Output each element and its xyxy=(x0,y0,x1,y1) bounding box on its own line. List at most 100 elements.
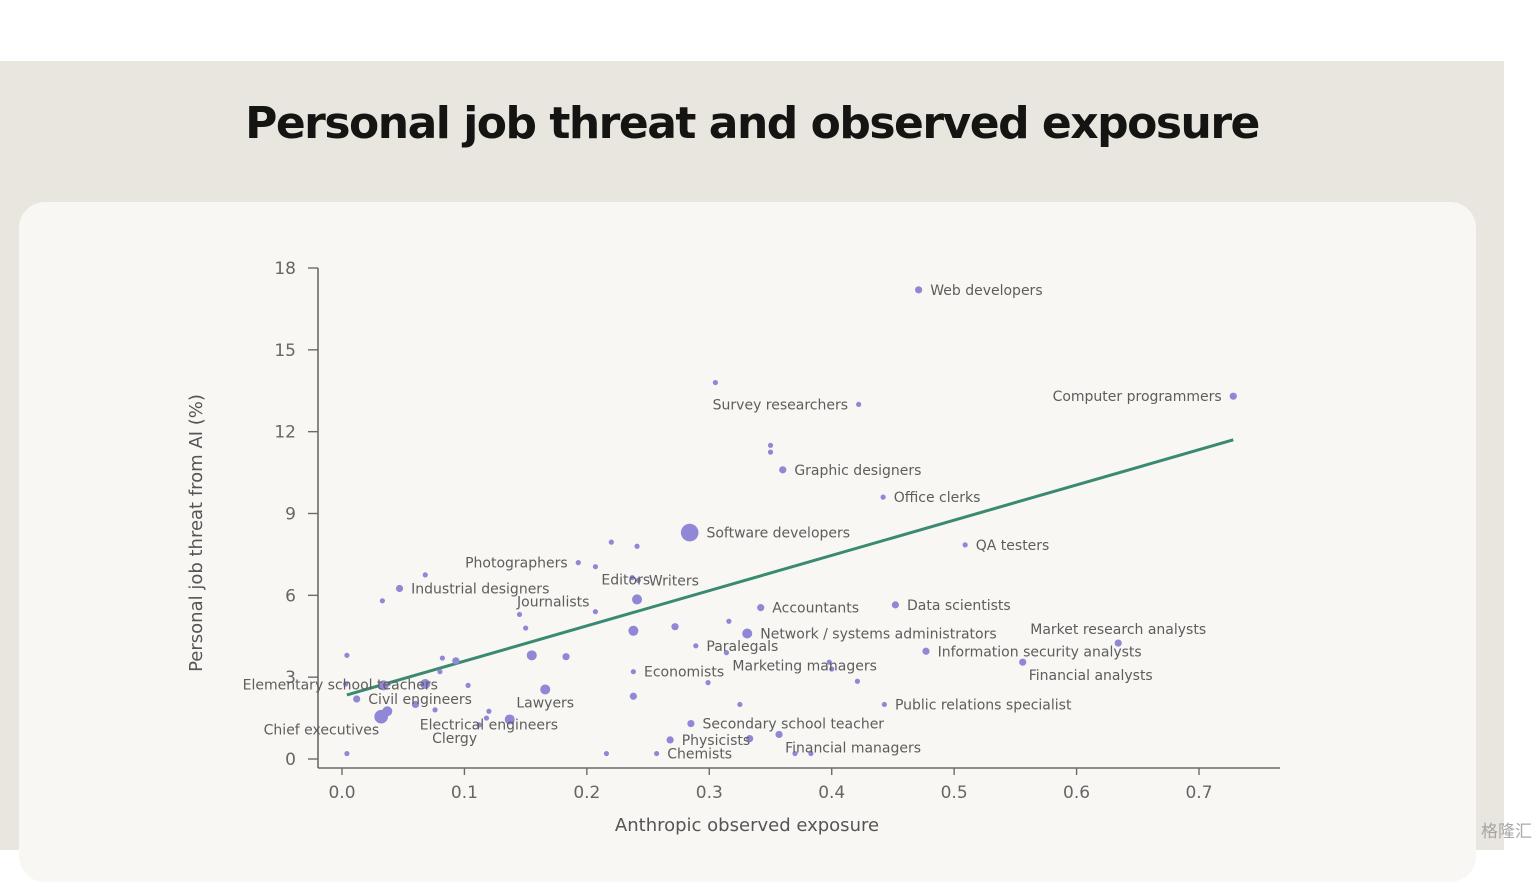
data-point xyxy=(1229,392,1237,400)
data-point xyxy=(504,714,515,725)
y-axis-label: Personal job threat from AI (%) xyxy=(186,394,207,672)
data-point xyxy=(881,701,887,708)
data-point xyxy=(486,708,492,714)
data-point xyxy=(880,494,886,500)
data-point xyxy=(353,695,361,703)
data-point xyxy=(630,669,636,675)
data-point xyxy=(922,647,930,655)
point-label: Information security analysts xyxy=(938,644,1142,660)
data-point xyxy=(562,653,570,661)
data-points xyxy=(343,286,1237,757)
data-point xyxy=(476,722,482,728)
data-point xyxy=(592,609,599,615)
y-tick-label: 6 xyxy=(285,586,296,606)
data-point xyxy=(915,286,923,294)
x-tick-label: 0.7 xyxy=(1185,783,1212,803)
x-tick-label: 0.2 xyxy=(573,783,600,803)
data-point xyxy=(1019,658,1027,666)
data-point xyxy=(635,577,641,583)
data-point xyxy=(891,601,899,609)
data-point xyxy=(523,625,529,631)
point-label: Civil engineers xyxy=(368,692,472,708)
x-tick-label: 0.4 xyxy=(818,783,845,803)
data-point xyxy=(432,707,438,713)
point-labels: Web developers Computer programmers Survey… xyxy=(243,283,1222,763)
data-point xyxy=(379,598,386,604)
point-label: Financial managers xyxy=(785,740,921,756)
point-label: Elementary school teachers xyxy=(243,678,438,694)
point-label: Chief executives xyxy=(264,723,380,739)
data-point xyxy=(962,542,968,548)
x-tick-label: 0.3 xyxy=(696,783,723,803)
data-point xyxy=(378,680,389,691)
data-point xyxy=(757,604,765,612)
data-point xyxy=(603,750,610,757)
data-point xyxy=(374,709,388,724)
point-label: Web developers xyxy=(930,283,1042,299)
trend-line xyxy=(346,438,1234,697)
point-label: QA testers xyxy=(976,538,1050,554)
data-point xyxy=(693,643,699,649)
point-label: Software developers xyxy=(706,526,850,542)
y-tick-label: 9 xyxy=(285,505,296,525)
x-tick-label: 0.5 xyxy=(941,783,968,803)
data-point xyxy=(575,560,581,566)
point-label: Data scientists xyxy=(907,598,1011,614)
data-point xyxy=(608,539,614,545)
data-point xyxy=(792,750,798,757)
point-label: Accountants xyxy=(772,601,859,617)
watermark-logo: 格隆汇 xyxy=(1481,822,1532,842)
point-label: Journalists xyxy=(516,595,589,611)
data-point xyxy=(395,584,404,593)
data-point xyxy=(344,750,350,757)
data-point xyxy=(712,379,719,386)
point-label: Graphic designers xyxy=(794,463,921,479)
data-point xyxy=(439,655,445,661)
point-label: Photographers xyxy=(465,556,568,572)
data-point xyxy=(775,730,783,739)
data-point xyxy=(856,401,862,407)
point-label: Paralegals xyxy=(706,639,778,655)
point-label: Electrical engineers xyxy=(420,717,558,733)
data-point xyxy=(779,466,787,474)
data-point xyxy=(592,564,599,570)
point-label: Computer programmers xyxy=(1053,389,1222,405)
data-point xyxy=(808,750,814,757)
data-point xyxy=(746,734,754,743)
data-point xyxy=(452,657,460,665)
x-axis-label: Anthropic observed exposure xyxy=(615,815,879,836)
point-label: Office clerks xyxy=(894,490,981,506)
data-point xyxy=(420,678,431,689)
data-point xyxy=(343,681,349,687)
y-tick-label: 0 xyxy=(285,750,296,770)
y-tick-label: 18 xyxy=(274,259,296,279)
data-point xyxy=(687,719,695,728)
y-ticks: 0 3 6 9 12 15 18 xyxy=(274,259,318,770)
data-point xyxy=(680,523,699,542)
data-point xyxy=(540,684,551,695)
data-point xyxy=(854,678,861,684)
point-label: Financial analysts xyxy=(1029,668,1153,684)
x-tick-label: 0.1 xyxy=(451,783,478,803)
y-tick-label: 15 xyxy=(274,341,296,361)
y-tick-label: 3 xyxy=(285,668,296,688)
point-label: Clergy xyxy=(432,731,477,747)
data-point xyxy=(723,650,730,656)
data-point xyxy=(632,594,643,605)
point-label: Marketing managers xyxy=(732,659,876,675)
data-point xyxy=(422,572,428,578)
data-point xyxy=(629,575,635,581)
point-label: Industrial designers xyxy=(411,582,549,598)
data-point xyxy=(411,700,420,709)
point-label: Economists xyxy=(644,665,724,681)
data-point xyxy=(737,701,743,708)
page-title: Personal job threat and observed exposur… xyxy=(245,98,1260,149)
data-point xyxy=(634,543,640,549)
data-point xyxy=(671,623,679,631)
point-label: Network / systems administrators xyxy=(760,627,996,643)
y-tick-label: 12 xyxy=(274,423,296,443)
point-label: Market research analysts xyxy=(1030,622,1206,638)
data-point xyxy=(437,669,443,675)
point-label: Survey researchers xyxy=(713,397,848,413)
data-point xyxy=(483,715,490,721)
